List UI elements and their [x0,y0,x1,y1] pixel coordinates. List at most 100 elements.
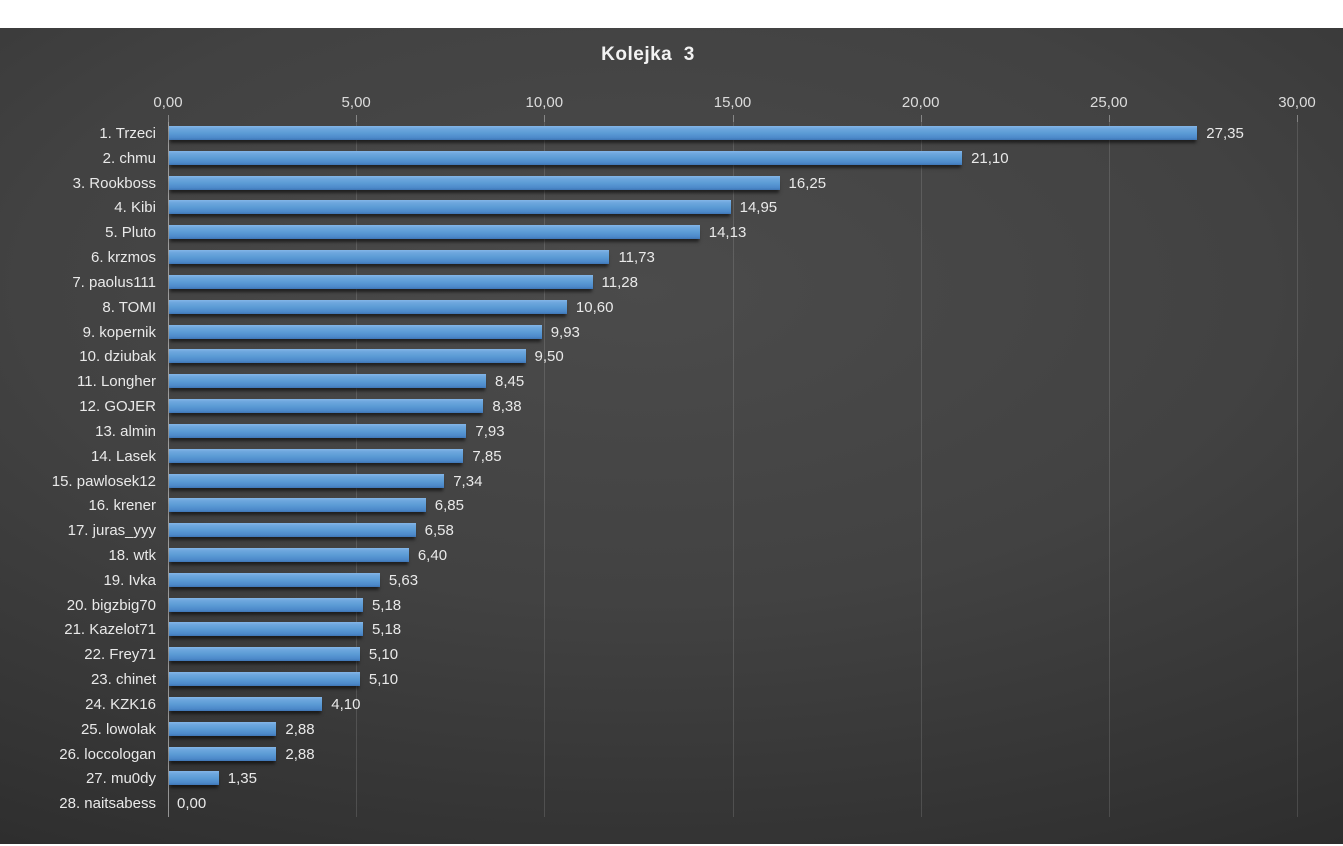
x-axis-label: 10,00 [525,94,564,111]
bar [169,672,360,687]
bar [169,597,363,612]
value-label: 1,35 [227,770,257,788]
category-label: 24. KZK16 [85,695,156,713]
value-label: 14,13 [708,224,747,242]
value-label: 6,85 [434,497,464,515]
bar [169,274,593,289]
category-label: 2. chmu [102,149,156,167]
x-axis-label: 25,00 [1090,94,1128,111]
bar [169,721,277,736]
category-label: 23. chinet [90,671,156,689]
bar-row: 14,95 [168,196,1297,221]
value-label: 8,45 [495,373,525,391]
bar-row: 2,88 [168,743,1297,768]
bar-row: 5,10 [168,668,1297,693]
bar-row: 5,18 [168,594,1297,619]
value-label: 11,28 [601,273,638,291]
category-label: 14. Lasek [90,447,156,465]
bar-row: 10,60 [168,296,1297,321]
bar-row: 1,35 [168,767,1297,792]
bar [169,299,567,314]
gridline [544,122,546,817]
bar [169,399,484,414]
axis-tick [732,115,734,122]
x-axis-label: 20,00 [901,94,940,111]
gridline [1297,122,1298,817]
category-label: 12. GOJER [79,398,156,416]
value-label: 5,10 [368,646,399,664]
bar [169,547,409,562]
category-label: 17. juras_yyy [67,522,156,540]
value-label: 5,18 [371,596,402,614]
bar [169,771,219,786]
bar [169,200,731,215]
bar [169,696,323,711]
bar-row: 7,93 [168,420,1297,445]
axis-tick [1108,115,1110,122]
category-label: 11. Longher [77,373,156,391]
x-axis-label: 30,00 [1278,94,1316,111]
category-label: 26. loccologan [59,745,156,763]
x-axis-label: 0,00 [153,94,183,111]
value-label: 4,10 [331,695,361,713]
bar-row: 11,73 [168,246,1297,271]
value-axis-line [168,122,169,817]
category-label: 5. Pluto [105,224,156,242]
value-label: 21,10 [971,149,1009,167]
bar-row: 5,63 [168,569,1297,594]
category-label: 20. bigzbig70 [66,596,156,614]
bar-row: 6,58 [168,519,1297,544]
bar-row: 27,35 [168,122,1297,147]
category-label: 9. kopernik [82,323,156,341]
bar-row: 16,25 [168,172,1297,197]
plot-area: 27,35 21,10 16,25 14,95 14,13 11,73 11,28 10,60… [168,122,1298,817]
value-label: 14,95 [739,199,778,217]
bar-row: 8,45 [168,370,1297,395]
category-label: 3. Rookboss [72,174,156,192]
category-label: 18. wtk [108,546,156,564]
bar [169,175,780,190]
bar [169,126,1198,140]
axis-tick [920,115,922,122]
value-label: 9,50 [534,348,564,366]
category-label: 28. naitsabess [59,795,156,813]
category-label: 6. krzmos [90,249,156,267]
category-label: 16. krener [88,497,156,515]
value-label: 5,10 [368,671,399,689]
bar-row: 0,00 [168,792,1297,817]
axis-tick [168,115,169,122]
value-label: 10,60 [575,298,614,316]
value-label: 6,58 [424,522,454,540]
category-label: 13. almin [95,422,156,440]
bar [169,647,360,662]
value-label: 11,73 [618,249,655,267]
category-label: 22. Frey71 [84,646,156,664]
category-label: 21. Kazelot71 [64,621,156,639]
bar-row: 9,93 [168,321,1297,346]
bar [169,423,467,438]
bar-row: 2,88 [168,718,1297,743]
category-label: 19. Ivka [103,571,156,589]
bar-row: 5,10 [168,643,1297,668]
chart-area: Kolejka 3 27,35 21,10 16,25 14,95 14,13 11,73… [0,28,1343,844]
bar-row: 6,85 [168,494,1297,519]
bar [169,498,426,513]
bar [169,622,363,637]
value-label: 0,00 [177,795,207,813]
bar-row: 14,13 [168,221,1297,246]
gridline [1108,122,1110,817]
bar [169,374,486,389]
axis-tick [544,115,546,122]
bar-row: 7,85 [168,445,1297,470]
value-label: 5,18 [371,621,402,639]
bar [169,150,963,165]
axis-tick [356,115,358,122]
category-label: 25. lowolak [80,720,156,738]
category-label: 15. pawlosek12 [51,472,156,490]
bar [169,448,464,463]
x-axis-label: 15,00 [713,94,752,111]
category-label: 4. Kibi [114,199,156,217]
bar [169,572,380,587]
bar [169,250,610,265]
category-label: 7. paolus111 [72,273,156,291]
